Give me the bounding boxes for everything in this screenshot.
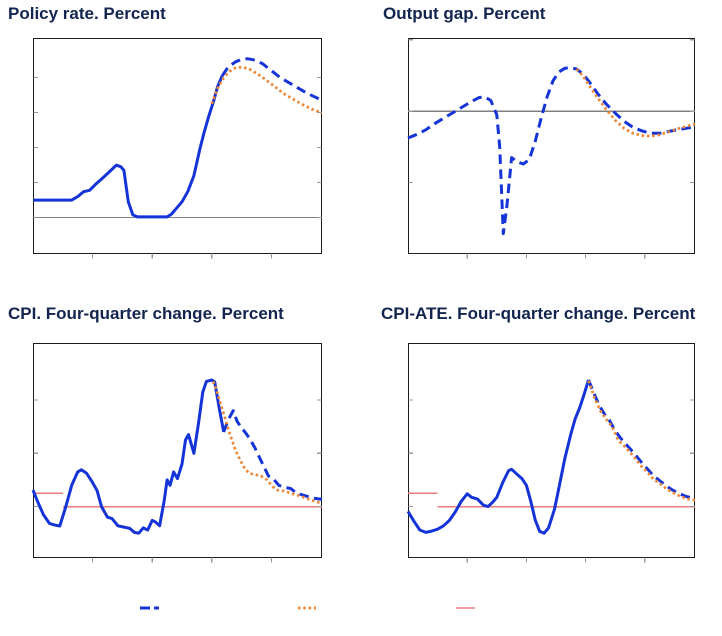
chart-title-cpi-ate: CPI-ATE. Four-quarter change. Percent bbox=[381, 304, 696, 323]
legend-swatch-red-target-icon bbox=[456, 607, 475, 609]
cpi_ate-previous-forecast-dotted-orange bbox=[587, 380, 696, 502]
cpi-chart bbox=[31, 342, 323, 563]
chart-title-output-gap: Output gap. Percent bbox=[383, 4, 546, 23]
legend-swatch-dashed-blue-icon bbox=[140, 606, 159, 610]
cpi-forecast-dashed-blue bbox=[222, 409, 323, 501]
output_gap-previous-forecast-dotted-orange bbox=[575, 68, 696, 138]
policy_rate-history-solid-blue bbox=[33, 75, 224, 219]
cpi_ate-forecast-dashed-blue bbox=[587, 379, 696, 501]
output-gap-chart bbox=[407, 37, 696, 259]
legend-swatch-dotted-orange-icon bbox=[298, 606, 316, 610]
chart-title-cpi: CPI. Four-quarter change. Percent bbox=[8, 304, 284, 323]
policy_rate-previous-forecast-dotted-orange bbox=[210, 65, 323, 114]
policy_rate-forecast-dashed-blue bbox=[220, 57, 323, 102]
output_gap-estimate-and-forecast-dashed-blue bbox=[407, 66, 696, 236]
output_gap-frame bbox=[407, 37, 696, 255]
policy-rate-chart bbox=[32, 37, 323, 259]
chart-title-policy-rate: Policy rate. Percent bbox=[8, 4, 166, 23]
policy_rate-frame bbox=[32, 37, 323, 255]
cpi-previous-forecast-dotted-orange bbox=[212, 380, 323, 505]
cpi_ate-frame bbox=[407, 342, 696, 559]
cpi-ate-chart bbox=[406, 342, 696, 563]
cpi_ate-history-solid-blue bbox=[406, 379, 590, 535]
cpi-frame bbox=[32, 342, 323, 559]
cpi-history-solid-blue bbox=[31, 378, 226, 535]
